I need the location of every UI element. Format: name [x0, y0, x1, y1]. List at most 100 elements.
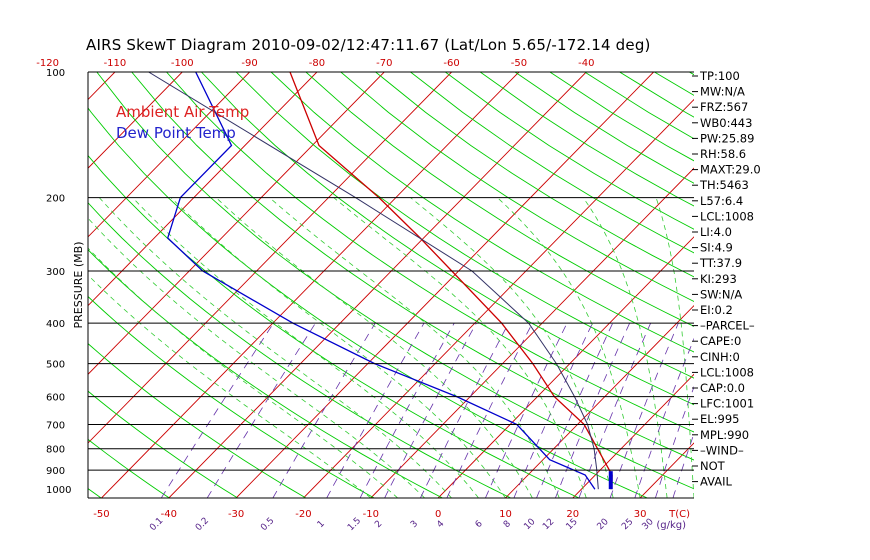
dry-adiabat-line: [0, 72, 33, 498]
pressure-tick-label: 900: [46, 466, 65, 477]
moist-adiabat-line: [582, 197, 668, 498]
moist-adiabat-line: [99, 197, 452, 498]
index-label: CAP:0.0: [700, 381, 745, 395]
dry-adiabat-line: [88, 487, 102, 498]
mixing-ratio-line: [485, 323, 568, 498]
mixing-ratio-line: [578, 323, 651, 498]
legend-entry: Dew Point Temp: [116, 124, 236, 142]
isotherm-line: [88, 72, 385, 375]
mixing-ratio-tick-label: 1.5: [346, 516, 363, 533]
mixing-ratio-line: [555, 323, 630, 498]
pressure-tick-label: 100: [46, 68, 65, 79]
mixing-ratio-line: [272, 322, 376, 498]
index-label: NOT: [700, 459, 726, 473]
index-label: AVAIL: [700, 475, 733, 489]
pressure-tick-label: 600: [46, 393, 65, 404]
mixing-ratio-tick-label: 0.5: [259, 516, 276, 533]
mixing-ratio-line: [206, 322, 316, 498]
mixing-ratio-line: [420, 323, 509, 498]
mixing-ratio-unit: (g/kg): [656, 520, 686, 531]
dry-adiabat-line: [88, 295, 375, 498]
isotherm-line: [572, 373, 694, 498]
mixing-ratio-tick-label: 6: [474, 519, 485, 530]
bottom-temp-tick-label: 20: [566, 509, 579, 520]
mixing-ratio-tick-label: 20: [596, 517, 611, 532]
index-label: LCL:1008: [700, 209, 754, 223]
dry-adiabat-line: [759, 72, 870, 498]
index-label: LCL:1008: [700, 365, 754, 379]
index-label: PW:25.89: [700, 131, 754, 145]
index-label: L57:6.4: [700, 194, 743, 208]
index-label: FRZ:567: [700, 100, 748, 114]
mixing-ratio-line: [609, 323, 679, 498]
mixing-ratio-tick-label: 1: [316, 519, 327, 530]
dry-adiabat-line: [654, 72, 694, 96]
index-label: EI:0.2: [700, 303, 733, 317]
dry-adiabat-line: [88, 342, 307, 498]
moist-adiabat-line: [333, 197, 587, 498]
index-label: KI:293: [700, 272, 737, 286]
bottom-temp-tick-label: 0: [435, 509, 441, 520]
index-label: –WIND–: [700, 443, 744, 457]
dry-adiabat-line: [340, 72, 694, 302]
index-label: LI:4.0: [700, 225, 732, 239]
index-label: SI:4.9: [700, 241, 733, 255]
moist-adiabat-line: [215, 197, 533, 498]
dry-adiabat-line: [96, 72, 694, 490]
mixing-ratio-tick-label: 10: [522, 517, 537, 532]
mixing-ratio-line: [634, 337, 694, 498]
index-label: CINH:0: [700, 350, 740, 364]
isotherm-line: [101, 72, 520, 498]
series-line-dew-point-temp: [166, 72, 596, 490]
isotherm-line: [505, 304, 694, 498]
mixing-ratio-line: [384, 323, 477, 498]
mixing-ratio-tick-label: 4: [435, 519, 446, 530]
bottom-temp-tick-label: -50: [93, 509, 109, 520]
dry-adiabat-line: [88, 390, 238, 498]
top-temp-tick-label: -100: [171, 58, 194, 69]
index-label: SW:N/A: [700, 287, 742, 301]
mixing-ratio-tick-label: 0.2: [194, 516, 211, 533]
index-label: TP:100: [699, 69, 740, 83]
mixing-ratio-tick-label: 12: [541, 517, 556, 532]
isotherm-line: [639, 442, 694, 498]
series-line-parcel: [148, 72, 599, 490]
index-label: RH:58.6: [700, 147, 746, 161]
dry-adiabat-line: [88, 438, 170, 498]
pressure-tick-label: 500: [46, 360, 65, 371]
isotherm-line: [88, 72, 250, 238]
dry-adiabat-line: [201, 72, 694, 406]
dry-adiabat-line: [235, 72, 694, 379]
bottom-temp-tick-label: 10: [499, 509, 512, 520]
isotherm-line: [842, 72, 870, 498]
top-temp-tick-label: -90: [241, 58, 257, 69]
bottom-temp-tick-label: -30: [228, 509, 244, 520]
moist-adiabat-line: [88, 217, 425, 498]
isotherm-line: [88, 72, 183, 169]
mixing-ratio-line: [326, 322, 425, 498]
legend-entry: Ambient Air Temp: [116, 103, 249, 121]
moist-adiabat-line: [497, 197, 641, 498]
index-label: MAXT:29.0: [700, 163, 761, 177]
index-label: –PARCEL–: [700, 319, 755, 333]
pressure-tick-label: 1000: [46, 485, 71, 496]
moist-adiabat-line: [132, 197, 479, 498]
dry-adiabat-line: [305, 72, 694, 327]
bottom-temp-tick-label: 30: [634, 509, 647, 520]
top-temp-tick-label: -110: [104, 58, 127, 69]
top-temp-tick-label: -120: [36, 58, 59, 69]
pressure-tick-label: 200: [46, 194, 65, 205]
dry-adiabat-line: [88, 107, 648, 498]
isotherm-line: [370, 167, 694, 498]
moist-adiabat-line: [88, 247, 398, 498]
index-label: TT:37.9: [699, 256, 742, 270]
isotherm-line: [235, 72, 654, 498]
pressure-tick-label: 800: [46, 445, 65, 456]
isotherm-line: [775, 72, 870, 498]
mixing-ratio-line: [655, 385, 694, 498]
mixing-ratio-line: [160, 322, 274, 498]
dry-adiabat-line: [131, 72, 694, 461]
dry-adiabat-line: [410, 72, 694, 254]
index-label: CAPE:0: [700, 334, 741, 348]
